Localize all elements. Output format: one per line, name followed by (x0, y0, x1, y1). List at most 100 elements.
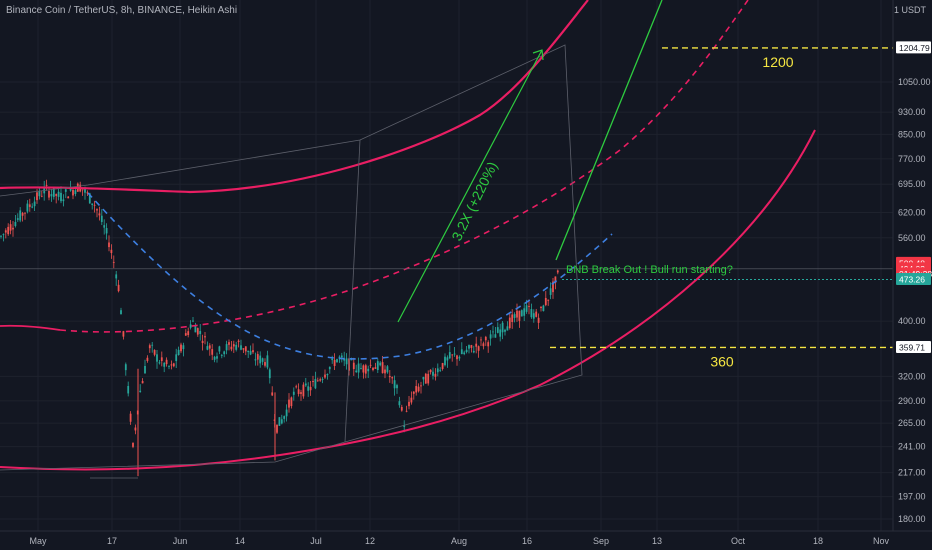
candle-body (105, 227, 108, 234)
candle-body (45, 185, 48, 187)
candle-body (91, 203, 94, 206)
candle-body (33, 201, 36, 207)
candle-body (62, 199, 65, 202)
candle-body (112, 261, 115, 263)
mid-channel-solid (0, 324, 61, 331)
x-tick-label: Nov (873, 536, 890, 546)
candle-body (276, 424, 278, 433)
candle-body (285, 409, 288, 417)
candle-body (146, 357, 149, 361)
price-label: 359.71 (896, 340, 931, 353)
candle-body (165, 359, 168, 365)
candle-body (252, 350, 254, 353)
candle-body (206, 346, 209, 350)
candle-body (156, 354, 158, 362)
candle-body (122, 331, 125, 337)
candle-body (388, 375, 391, 378)
candle-body (489, 334, 492, 339)
candle-body (309, 386, 312, 391)
candle-body (525, 305, 528, 312)
x-tick-label: Jul (310, 536, 322, 546)
candle-body (21, 213, 24, 216)
candle-body (420, 385, 422, 387)
x-tick-label: 17 (107, 536, 117, 546)
candle-body (302, 384, 305, 397)
candle-body (372, 367, 374, 371)
candle-body (297, 389, 300, 394)
candle-body (542, 305, 545, 312)
candle-body (153, 349, 156, 355)
candle-body (537, 317, 540, 323)
candle-body (321, 379, 324, 380)
candle-body (64, 189, 67, 192)
candle-body (340, 355, 343, 358)
candle-body (220, 355, 223, 356)
candle-body (523, 308, 526, 316)
candle-body (132, 442, 134, 447)
candle-body (36, 192, 38, 201)
y-tick-label: 1050.00 (898, 77, 931, 87)
candle-body (26, 203, 29, 212)
price-label-text: 359.71 (899, 342, 925, 352)
candle-body (384, 369, 386, 374)
candle-body (93, 204, 96, 206)
candle-body (189, 324, 192, 328)
candle-body (312, 380, 314, 383)
candle-body (163, 362, 166, 367)
candle-body (98, 213, 101, 216)
candle-body (424, 373, 427, 384)
candle-body (434, 373, 437, 377)
candle-body (148, 345, 151, 349)
candle-body (324, 374, 326, 378)
candle-body (120, 310, 122, 315)
candle-body (177, 349, 180, 355)
candle-body (283, 416, 286, 419)
candle-body (151, 344, 154, 346)
candle-body (364, 365, 367, 374)
price-label-text: 1204.79 (899, 43, 930, 53)
x-tick-label: 13 (652, 536, 662, 546)
candle-body (338, 356, 341, 358)
x-tick-label: Aug (451, 536, 467, 546)
gain-arrow-head (532, 49, 544, 61)
price-levels: 1200 360 (0, 47, 893, 369)
candle-body (379, 362, 382, 366)
candle-body (544, 297, 547, 306)
y-tick-label: 400.00 (898, 316, 926, 326)
candle-body (81, 189, 84, 191)
candle-body (444, 356, 446, 366)
y-tick-label: 241.00 (898, 442, 926, 452)
candle-body (261, 358, 264, 362)
candle-body (520, 310, 523, 317)
lower-channel-curve (0, 129, 816, 471)
candle-body (343, 358, 346, 361)
candle-body (432, 371, 434, 376)
candle-body (278, 417, 281, 426)
candle-body (201, 340, 204, 344)
candle-body (393, 380, 396, 389)
candle-body (182, 345, 185, 350)
candle-body (487, 342, 490, 347)
candle-body (477, 346, 480, 351)
candle-body (415, 386, 418, 393)
price-axis[interactable]: 1050.00 930.00 850.00 770.00 695.00 620.00 560… (892, 0, 932, 531)
candle-body (240, 345, 242, 350)
y-tick-label: 770.00 (898, 154, 926, 164)
candle-body (144, 365, 146, 374)
price-label-bg (896, 41, 931, 54)
candle-body (458, 356, 461, 359)
candle-body (456, 355, 458, 360)
candle-body (460, 349, 463, 355)
x-tick-label: 14 (235, 536, 245, 546)
candle-body (516, 310, 518, 318)
y-tick-label: 850.00 (898, 129, 926, 139)
candle-body (535, 311, 538, 317)
time-axis[interactable]: May 17 Jun 14 Jul 12 Aug 16 Sep 13 Oct 18 Nov (0, 530, 932, 546)
candle-body (357, 363, 360, 373)
candle-body (463, 352, 466, 355)
x-tick-label: 16 (522, 536, 532, 546)
candle-body (345, 358, 348, 365)
candle-body (55, 194, 58, 196)
